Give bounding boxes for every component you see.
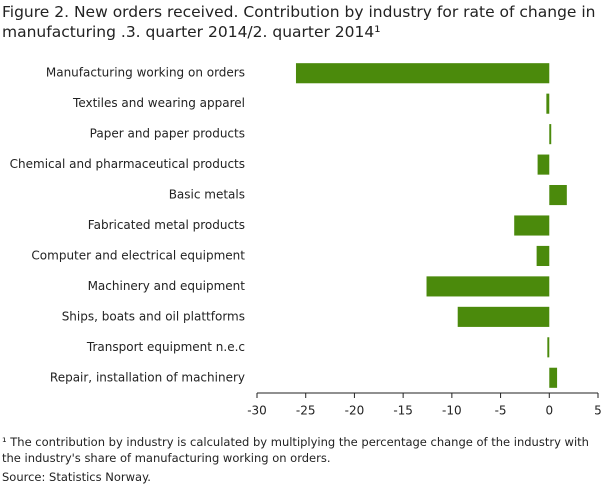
- bar: [536, 245, 550, 267]
- bar: [295, 63, 550, 84]
- y-tick-label: Basic metals: [169, 188, 245, 202]
- bar: [514, 215, 550, 236]
- bar: [426, 276, 550, 297]
- bar: [537, 154, 550, 175]
- y-tick-label: Chemical and pharmaceutical products: [10, 157, 245, 171]
- chart-title: Figure 2. New orders received. Contribut…: [2, 3, 596, 41]
- footnote: ¹ The contribution by industry is calcul…: [2, 435, 589, 465]
- x-tick-label: -15: [393, 404, 413, 418]
- x-tick-label: 5: [594, 404, 602, 418]
- bar: [546, 93, 550, 114]
- x-tick-label: -30: [247, 404, 267, 418]
- source: Source: Statistics Norway.: [2, 470, 151, 484]
- y-tick-label: Textiles and wearing apparel: [72, 96, 245, 110]
- y-tick-label: Computer and electrical equipment: [31, 248, 245, 262]
- x-tick-label: -5: [495, 404, 507, 418]
- y-tick-label: Paper and paper products: [90, 127, 245, 141]
- y-tick-label: Ships, boats and oil plattforms: [62, 309, 245, 323]
- bar: [549, 124, 552, 145]
- y-tick-label: Repair, installation of machinery: [50, 370, 245, 384]
- bar: [457, 306, 550, 327]
- y-tick-label: Transport equipment n.e.c: [86, 340, 245, 354]
- x-tick-label: -10: [442, 404, 462, 418]
- y-tick-label: Fabricated metal products: [88, 218, 245, 232]
- bar: [549, 367, 558, 388]
- x-tick-label: -20: [345, 404, 365, 418]
- x-tick-label: 0: [545, 404, 553, 418]
- bar: [549, 184, 567, 206]
- x-tick-label: -25: [296, 404, 316, 418]
- bar: [547, 337, 550, 358]
- y-tick-label: Machinery and equipment: [88, 279, 246, 293]
- y-tick-label: Manufacturing working on orders: [46, 66, 245, 80]
